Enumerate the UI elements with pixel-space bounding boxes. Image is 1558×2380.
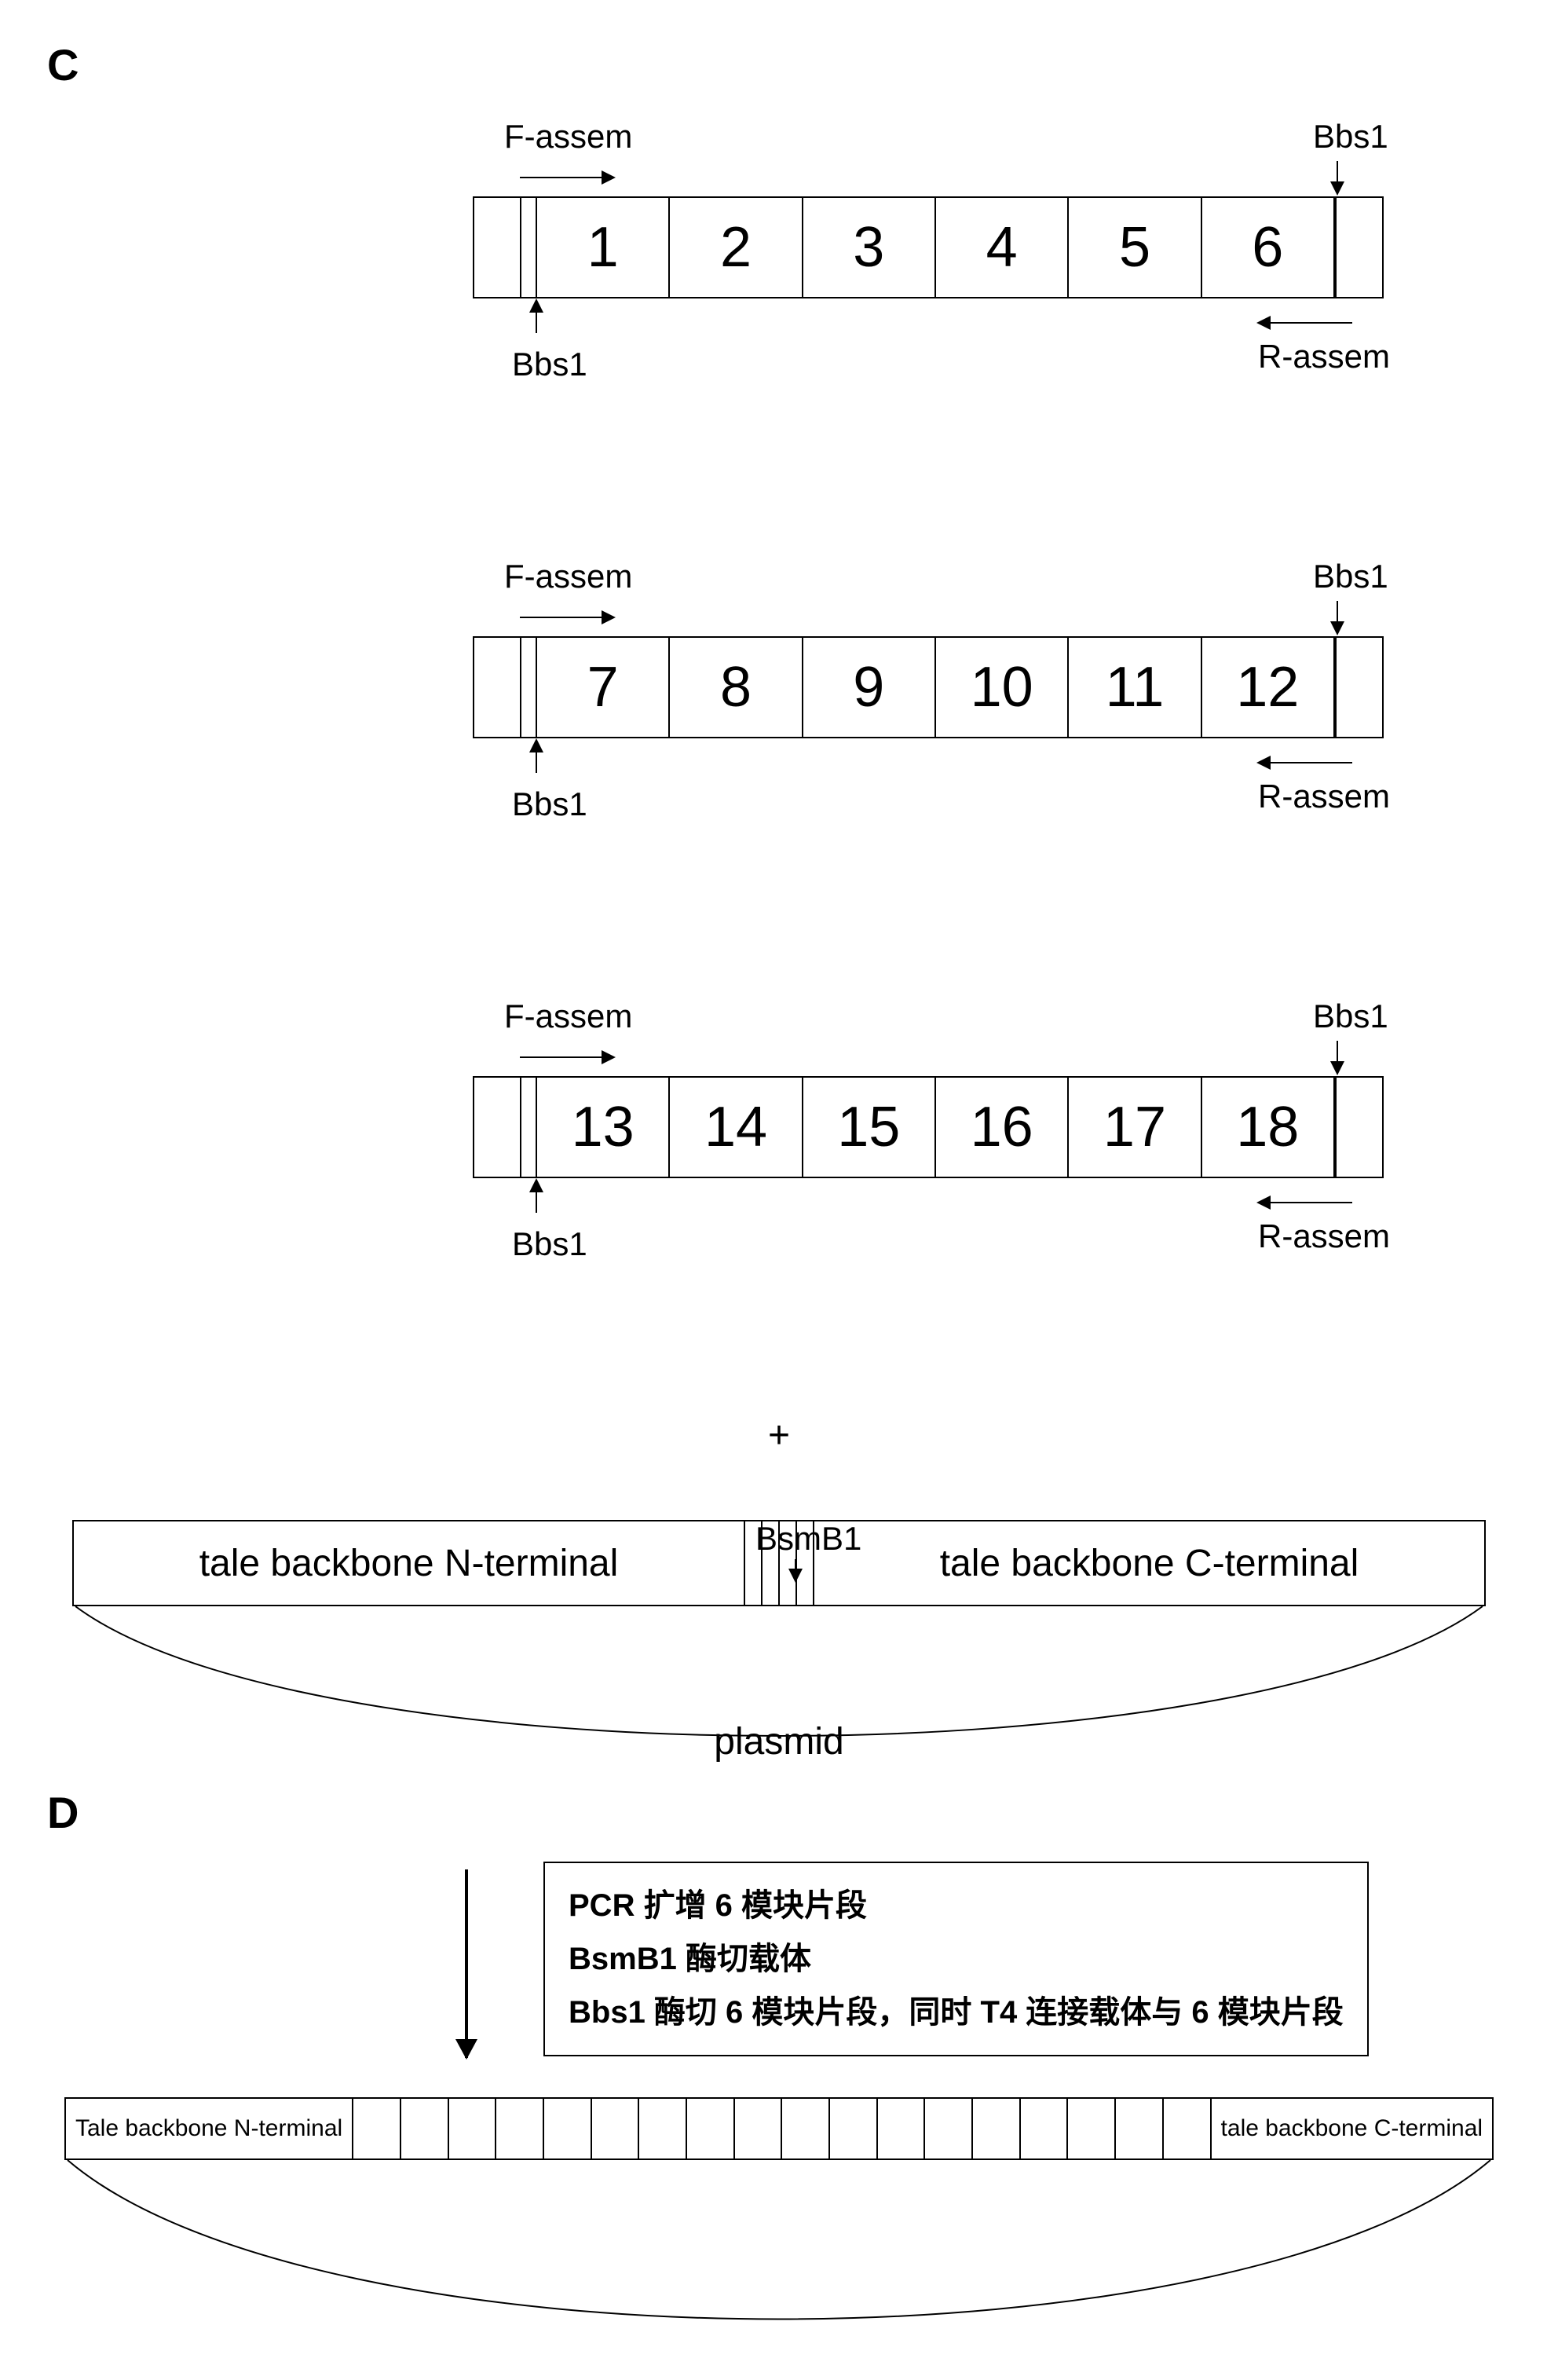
- final-module-slot: [1068, 2099, 1116, 2158]
- diagram-root: C F-assemBbs1123456Bbs1R-assemF-assemBbs…: [31, 47, 1527, 2333]
- r-assem-label: R-assem: [1258, 778, 1390, 815]
- module-cell: 10: [936, 638, 1069, 737]
- final-module-slot: [687, 2099, 735, 2158]
- module-cell: 15: [803, 1078, 936, 1177]
- module-cell: 3: [803, 198, 936, 297]
- step-line: BsmB1 酶切载体: [569, 1932, 1344, 1986]
- plasmid-c-terminal: tale backbone C-terminal: [814, 1521, 1484, 1605]
- step-line: PCR 扩增 6 模块片段: [569, 1879, 1344, 1932]
- final-arc: [64, 2160, 1494, 2333]
- final-module-slot: [925, 2099, 973, 2158]
- final-c-terminal: tale backbone C-terminal: [1212, 2099, 1493, 2158]
- sixmod-bar: 131415161718: [473, 1076, 1384, 1178]
- module-cell: 2: [670, 198, 803, 297]
- bbs1-arrow-bottom: [536, 740, 537, 773]
- f-assem-arrow: [520, 177, 614, 178]
- final-module-slot: [639, 2099, 687, 2158]
- bbs1-arrow-top: [1337, 161, 1338, 194]
- final-module-slot: [878, 2099, 926, 2158]
- final-n-terminal: Tale backbone N-terminal: [66, 2099, 353, 2158]
- sixmod-bar: 789101112: [473, 636, 1384, 738]
- sixmod-block: F-assemBbs1789101112Bbs1R-assem: [473, 534, 1384, 833]
- module-cell: 17: [1069, 1078, 1201, 1177]
- module-cell: 4: [936, 198, 1069, 297]
- module-cell: 16: [936, 1078, 1069, 1177]
- final-module-slot: [830, 2099, 878, 2158]
- bbs1-arrow-top: [1337, 601, 1338, 634]
- module-cell: 1: [537, 198, 670, 297]
- module-cell: 18: [1202, 1078, 1335, 1177]
- plasmid-insert-slot: [763, 1521, 780, 1605]
- module-cell: 9: [803, 638, 936, 737]
- r-assem-arrow: [1258, 762, 1352, 763]
- final-module-slot: [353, 2099, 401, 2158]
- module-cell: 6: [1202, 198, 1335, 297]
- bbs1-label-bottom: Bbs1: [512, 785, 587, 823]
- plasmid-insert-slot: [797, 1521, 814, 1605]
- sixmod-block: F-assemBbs1123456Bbs1R-assem: [473, 94, 1384, 393]
- module-cell: 7: [537, 638, 670, 737]
- final-module-slot: [782, 2099, 830, 2158]
- process-arrow: [465, 1869, 468, 2058]
- bbs1-label-top: Bbs1: [1313, 998, 1388, 1035]
- sixmod-block: F-assemBbs1131415161718Bbs1R-assem: [473, 974, 1384, 1272]
- module-cell: 14: [670, 1078, 803, 1177]
- r-assem-label: R-assem: [1258, 338, 1390, 375]
- final-module-slot: [1164, 2099, 1212, 2158]
- f-assem-arrow: [520, 1056, 614, 1058]
- module-cell: 12: [1202, 638, 1335, 737]
- step-line: Bbs1 酶切 6 模块片段，同时 T4 连接载体与 6 模块片段: [569, 1986, 1344, 2039]
- plus-sign: +: [31, 1414, 1527, 1457]
- bbs1-arrow-top: [1337, 1041, 1338, 1074]
- bbs1-label-top: Bbs1: [1313, 118, 1388, 156]
- final-module-slot: [592, 2099, 640, 2158]
- steps-row: PCR 扩增 6 模块片段 BsmB1 酶切载体 Bbs1 酶切 6 模块片段，…: [72, 1854, 1486, 2074]
- final-module-slot: [401, 2099, 449, 2158]
- f-assem-label: F-assem: [504, 998, 632, 1035]
- f-assem-label: F-assem: [504, 558, 632, 595]
- f-assem-label: F-assem: [504, 118, 632, 156]
- final-module-slot: [1021, 2099, 1069, 2158]
- plasmid-arc: [72, 1606, 1486, 1748]
- final-module-slot: [735, 2099, 783, 2158]
- plasmid-insert-slot: [780, 1521, 797, 1605]
- final-module-slot: [1116, 2099, 1164, 2158]
- module-cell: 13: [537, 1078, 670, 1177]
- f-assem-arrow: [520, 617, 614, 618]
- plasmid-bar: tale backbone N-terminal tale backbone C…: [72, 1520, 1486, 1606]
- plasmid-insert-slot: [745, 1521, 763, 1605]
- module-cell: 5: [1069, 198, 1201, 297]
- plasmid-wrap: BsmB1 tale backbone N-terminal tale back…: [72, 1520, 1486, 1763]
- bbs1-arrow-bottom: [536, 1180, 537, 1213]
- module-cell: 11: [1069, 638, 1201, 737]
- bbs1-label-bottom: Bbs1: [512, 1225, 587, 1263]
- final-module-slot: [496, 2099, 544, 2158]
- sixmod-zone: F-assemBbs1123456Bbs1R-assemF-assemBbs17…: [330, 94, 1527, 1272]
- r-assem-arrow: [1258, 1202, 1352, 1203]
- final-module-slot: [449, 2099, 497, 2158]
- final-module-slot: [973, 2099, 1021, 2158]
- bbs1-label-top: Bbs1: [1313, 558, 1388, 595]
- sixmod-bar: 123456: [473, 196, 1384, 298]
- steps-box: PCR 扩增 6 模块片段 BsmB1 酶切载体 Bbs1 酶切 6 模块片段，…: [543, 1862, 1369, 2056]
- final-module-slot: [544, 2099, 592, 2158]
- module-cell: 8: [670, 638, 803, 737]
- panel-label-d: D: [47, 1787, 1542, 1838]
- bbs1-arrow-bottom: [536, 300, 537, 333]
- panel-label-c: C: [47, 39, 79, 90]
- r-assem-label: R-assem: [1258, 1217, 1390, 1255]
- final-construct-bar: Tale backbone N-terminal tale backbone C-…: [64, 2097, 1494, 2160]
- plasmid-n-terminal: tale backbone N-terminal: [74, 1521, 745, 1605]
- r-assem-arrow: [1258, 322, 1352, 324]
- bbs1-label-bottom: Bbs1: [512, 346, 587, 383]
